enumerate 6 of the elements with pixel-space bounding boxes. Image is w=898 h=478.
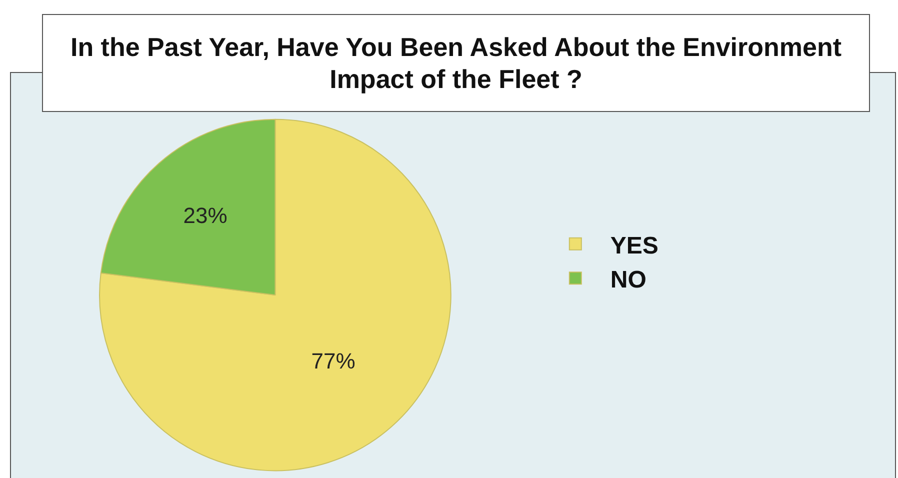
legend-label: NO (610, 266, 646, 294)
legend-label: YES (610, 232, 658, 260)
data-label: 23% (183, 203, 228, 228)
data-label: 77% (311, 348, 356, 374)
pie-slice (99, 118, 452, 472)
chart-title: In the Past Year, Have You Been Asked About the Environment Impact of the Fleet ? (42, 14, 870, 112)
